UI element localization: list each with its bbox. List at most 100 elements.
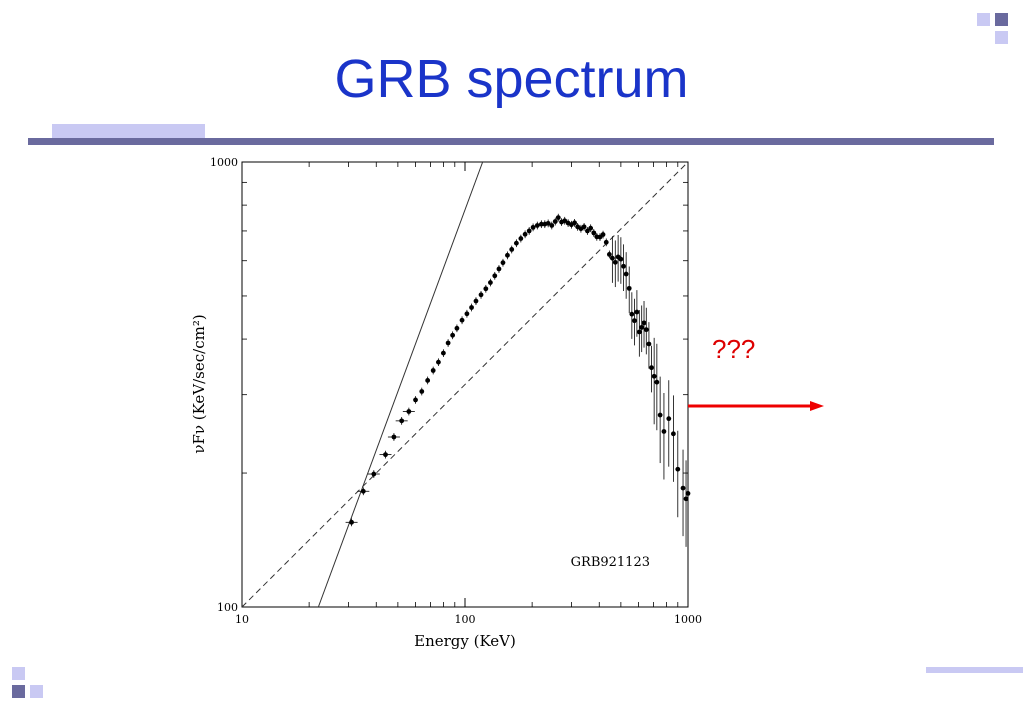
y-tick-label: 1000 <box>210 156 238 169</box>
data-point <box>419 387 425 396</box>
footer-bar <box>926 667 1023 673</box>
marker <box>513 240 519 246</box>
data-point <box>469 303 474 312</box>
title-rule <box>28 138 994 145</box>
marker <box>609 255 615 261</box>
arrow-head <box>810 401 824 411</box>
data-point <box>395 417 408 425</box>
marker <box>562 218 568 224</box>
corner-square <box>12 667 25 680</box>
data-point <box>572 218 577 227</box>
marker <box>572 220 577 226</box>
corner-square <box>995 31 1008 44</box>
marker <box>413 397 418 403</box>
corner-square <box>30 685 43 698</box>
data-point <box>454 324 460 333</box>
data-point <box>473 297 479 305</box>
data-point <box>413 396 418 404</box>
marker <box>639 324 645 330</box>
x-tick-label: 100 <box>455 613 476 626</box>
marker <box>646 341 652 347</box>
data-point <box>430 366 436 375</box>
marker <box>545 220 551 226</box>
data-point <box>379 450 392 459</box>
data-point <box>618 237 624 284</box>
marker <box>651 373 657 379</box>
data-point <box>588 224 594 233</box>
data-point <box>666 380 672 467</box>
marker <box>509 247 515 252</box>
marker <box>581 224 587 230</box>
data-point <box>606 250 612 259</box>
marker <box>632 318 637 324</box>
data-point <box>555 213 561 222</box>
data-point <box>600 230 606 239</box>
data-point <box>612 240 618 288</box>
marker <box>454 325 460 331</box>
data-point <box>552 217 558 226</box>
marker <box>360 488 366 494</box>
marker <box>473 298 479 304</box>
x-tick-label: 1000 <box>674 613 702 626</box>
solid-reference-line <box>317 162 484 607</box>
data-point <box>496 265 502 273</box>
marker <box>654 379 660 385</box>
marker <box>469 305 474 310</box>
data-point <box>629 292 635 339</box>
title-accent-block <box>52 124 205 138</box>
data-point <box>357 487 370 496</box>
data-point <box>483 284 489 293</box>
data-point <box>670 395 676 482</box>
marker <box>555 215 561 220</box>
data-point <box>445 339 451 347</box>
data-point <box>657 376 663 464</box>
data-point <box>626 266 632 314</box>
data-point <box>402 407 415 416</box>
data-point <box>649 345 654 393</box>
marker <box>666 416 672 422</box>
data-point <box>436 358 441 367</box>
y-tick-label: 100 <box>217 601 238 614</box>
data-point <box>643 307 649 355</box>
data-point <box>591 229 597 237</box>
data-point <box>488 278 493 287</box>
data-point <box>505 251 510 260</box>
data-point <box>661 393 667 480</box>
data-point <box>450 331 456 340</box>
marker <box>349 519 354 525</box>
marker <box>670 431 676 437</box>
marker <box>440 350 446 356</box>
marker <box>600 232 606 237</box>
corner-square <box>995 13 1008 26</box>
marker <box>383 452 388 458</box>
data-point <box>345 518 358 527</box>
marker <box>534 223 540 228</box>
marker <box>629 311 635 317</box>
marker <box>530 224 536 230</box>
marker <box>634 309 640 315</box>
marker <box>549 223 555 228</box>
data-point <box>603 238 609 247</box>
data-point <box>526 227 532 235</box>
chart-annotation: GRB921123 <box>571 555 650 570</box>
marker <box>685 491 691 496</box>
data-point <box>641 300 647 348</box>
marker <box>483 286 489 292</box>
data-point <box>683 460 689 547</box>
marker <box>399 418 405 424</box>
marker <box>406 409 412 414</box>
corner-square <box>12 685 25 698</box>
marker <box>478 292 484 298</box>
dashed-reference-line <box>242 162 688 607</box>
x-tick-label: 10 <box>235 613 249 626</box>
marker <box>430 368 436 373</box>
data-point <box>680 449 686 537</box>
marker <box>641 320 647 326</box>
data-point <box>585 227 590 235</box>
data-point <box>492 271 498 280</box>
marker <box>621 263 626 269</box>
marker <box>488 280 493 285</box>
data-point <box>513 239 519 248</box>
marker <box>636 329 642 335</box>
